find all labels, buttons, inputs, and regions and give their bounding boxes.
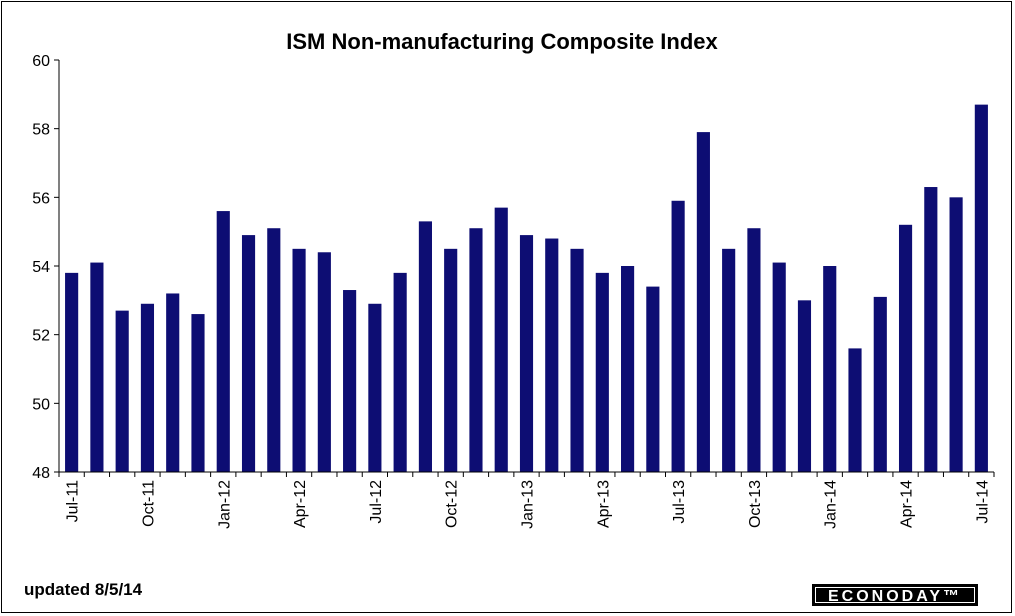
bar-Jan-13 <box>519 235 534 472</box>
x-tick-label-Apr-13: Apr-13 <box>595 480 612 528</box>
bar-Jul-14 <box>974 104 988 472</box>
bar-Sep-13 <box>722 248 736 472</box>
chart-title: ISM Non-manufacturing Composite Index <box>286 29 718 54</box>
x-tick-label-Jul-12: Jul-12 <box>368 480 385 524</box>
bar-Mar-12 <box>267 228 281 472</box>
bar-Feb-13 <box>545 238 559 472</box>
bar-Apr-14 <box>898 224 913 472</box>
bar-Sep-12 <box>418 221 432 472</box>
x-axis-ticks: Jul-11 Oct-11 Jan-12 Apr-12 Jul-12 Oct-12 Jan-… <box>58 472 995 529</box>
bar-Jun-12 <box>343 290 357 472</box>
y-tick-label-58: 58 <box>32 122 50 139</box>
bar-Aug-11 <box>90 262 104 472</box>
bar-Feb-14 <box>848 348 862 472</box>
bar-Jan-14 <box>823 266 837 472</box>
bar-Nov-11 <box>166 293 180 472</box>
x-tick-label-Apr-14: Apr-14 <box>899 480 916 528</box>
bar-Nov-13 <box>772 262 786 472</box>
bar-Feb-12 <box>241 235 256 472</box>
y-tick-label-56: 56 <box>32 190 50 207</box>
bar-Jul-13 <box>671 200 685 472</box>
x-tick-label-Jan-12: Jan-12 <box>216 480 233 529</box>
x-tick-label-Oct-11: Oct-11 <box>140 480 157 527</box>
x-tick-label-Jan-13: Jan-13 <box>520 480 537 529</box>
x-tick-label-Jul-13: Jul-13 <box>671 480 688 524</box>
bars-group <box>65 104 988 472</box>
bar-Aug-12 <box>393 272 407 472</box>
updated-note: updated 8/5/14 <box>24 580 143 599</box>
x-tick-label-Oct-12: Oct-12 <box>444 480 461 528</box>
y-tick-label-54: 54 <box>32 259 50 276</box>
bar-Apr-12 <box>292 248 306 472</box>
bar-Nov-12 <box>469 228 483 472</box>
bar-Oct-12 <box>444 248 458 472</box>
bar-May-12 <box>317 252 331 472</box>
bar-Dec-12 <box>494 207 508 472</box>
x-tick-label-Oct-13: Oct-13 <box>747 480 764 528</box>
y-tick-label-52: 52 <box>32 328 50 345</box>
y-tick-label-48: 48 <box>32 465 50 482</box>
bar-Oct-13 <box>747 228 761 472</box>
bar-May-14 <box>924 187 938 472</box>
x-tick-label-Jul-11: Jul-11 <box>65 480 82 522</box>
bar-Jul-11 <box>65 272 79 472</box>
bar-Mar-13 <box>570 248 584 472</box>
y-tick-label-60: 60 <box>32 53 50 70</box>
bar-Jun-13 <box>646 286 660 472</box>
bar-Oct-11 <box>140 303 155 472</box>
bar-Dec-11 <box>191 314 205 472</box>
y-tick-label-50: 50 <box>32 396 50 413</box>
bar-Sep-11 <box>115 310 129 472</box>
bar-Apr-13 <box>595 272 609 472</box>
y-axis-ticks: 48 50 52 54 56 58 60 <box>32 53 59 482</box>
bar-Dec-13 <box>797 300 812 472</box>
bar-Jun-14 <box>949 197 963 472</box>
bar-Jan-12 <box>216 211 230 472</box>
econoday-logo: ECONODAY™ <box>812 584 978 606</box>
x-tick-label-Apr-12: Apr-12 <box>292 480 309 528</box>
bar-Aug-13 <box>696 132 710 472</box>
x-tick-label-Jan-14: Jan-14 <box>823 480 840 529</box>
bar-Mar-14 <box>873 296 887 472</box>
bar-May-13 <box>621 266 635 472</box>
bar-Jul-12 <box>368 303 382 472</box>
x-tick-label-Jul-14: Jul-14 <box>974 480 991 524</box>
